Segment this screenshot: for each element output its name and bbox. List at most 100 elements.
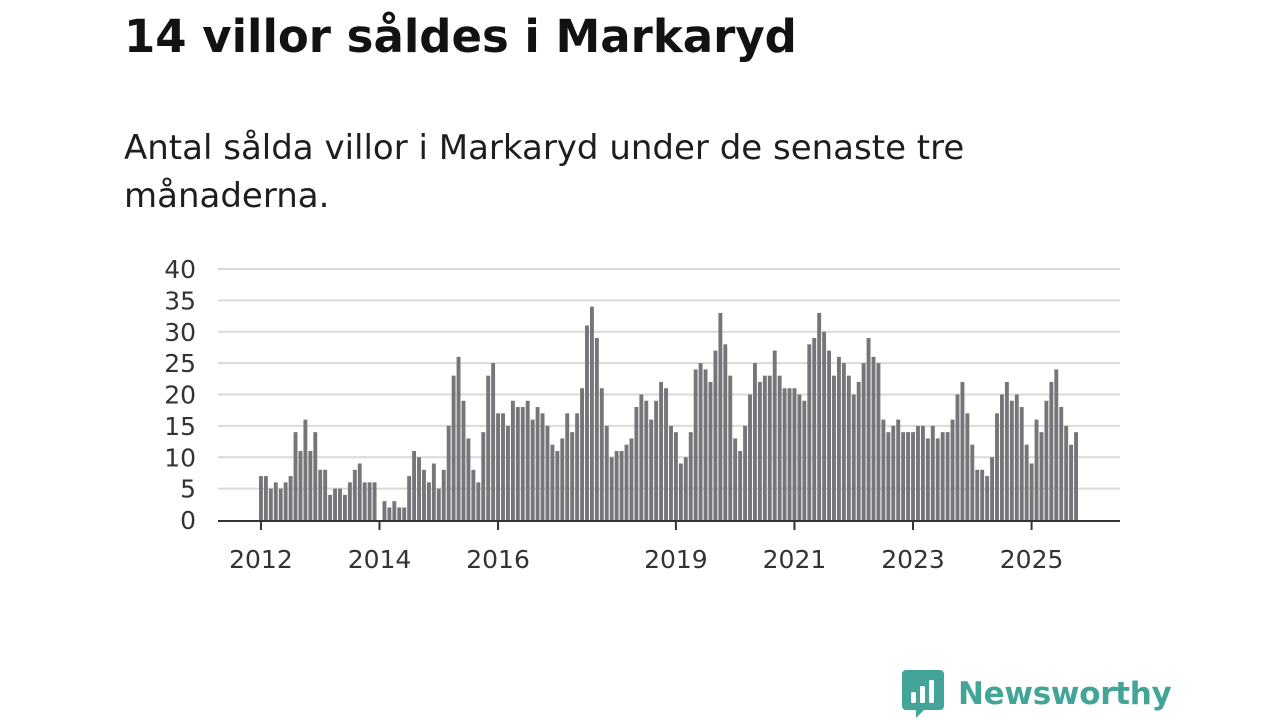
bar: 2022-03: 25	[861, 363, 866, 521]
bar: 2025-05: 22	[1049, 381, 1054, 520]
bar: 2021-11: 25	[841, 363, 846, 521]
bar: 2025-02: 16	[1034, 419, 1039, 520]
bar: 2022-07: 16	[881, 419, 886, 520]
bar: 2014-10: 8	[422, 469, 426, 520]
bar: 2016-03: 15	[506, 425, 510, 521]
bar: 2016-09: 18	[535, 407, 540, 520]
bar: 2014-04: 3	[392, 501, 397, 520]
bar: 2022-04: 29	[866, 338, 871, 520]
bar: 2020-07: 23	[762, 375, 767, 520]
bar: 2014-03: 2	[387, 507, 392, 520]
bar: 2020-06: 22	[757, 381, 762, 520]
bar: 2016-02: 17	[501, 413, 505, 520]
bar: 2015-03: 15	[446, 425, 451, 521]
bar: 2022-09: 15	[891, 425, 896, 521]
bar: 2013-07: 6	[347, 482, 352, 520]
bar: 2012-06: 6	[283, 482, 288, 520]
bar: 2014-06: 2	[402, 507, 407, 520]
bar: 2017-05: 17	[575, 413, 580, 520]
bar: 2016-11: 15	[545, 425, 550, 521]
bar: 2015-10: 14	[481, 432, 486, 520]
bar: 2016-05: 18	[515, 407, 520, 520]
value-annotation: 14	[1070, 0, 1099, 6]
bar: 2018-10: 22	[659, 381, 664, 520]
bar: 2019-01: 14	[673, 432, 678, 520]
newsworthy-logo-icon	[902, 670, 944, 718]
bar: 2014-09: 10	[417, 457, 421, 520]
y-tick-label: 15	[164, 412, 196, 441]
bar: 2023-03: 15	[920, 425, 925, 521]
bar: 2015-02: 8	[441, 469, 446, 520]
bar: 2016-10: 17	[540, 413, 545, 520]
bar: 2012-11: 11	[308, 450, 313, 520]
x-tick-label: 2014	[348, 545, 412, 574]
newsworthy-logo[interactable]: Newsworthy	[902, 670, 1172, 718]
page-title: 14 villor såldes i Markaryd	[124, 10, 797, 63]
bar: 2012-07: 7	[288, 476, 293, 520]
y-tick-label: 10	[164, 443, 196, 472]
bar: 2015-07: 13	[466, 438, 471, 520]
bar: 2015-12: 25	[491, 363, 496, 521]
bar: 2025-04: 19	[1044, 400, 1049, 520]
bar: 2022-02: 22	[856, 381, 861, 520]
bar: 2018-08: 16	[649, 419, 654, 520]
bar: 2019-11: 28	[723, 344, 728, 520]
x-tick-label: 2021	[763, 545, 827, 574]
bar: 2023-04: 13	[925, 438, 930, 520]
bar: 2020-08: 23	[767, 375, 772, 520]
bar: 2014-12: 9	[431, 463, 436, 520]
bar: 2022-12: 14	[906, 432, 911, 520]
bar: 2025-08: 15	[1064, 425, 1069, 521]
bar: 2013-03: 4	[328, 494, 333, 520]
bar: 2013-04: 5	[333, 488, 337, 521]
bar: 2014-08: 11	[412, 450, 417, 520]
bar: 2013-11: 6	[367, 482, 372, 520]
bar: 2018-12: 15	[669, 425, 673, 521]
bar: 2025-06: 24	[1054, 369, 1059, 520]
bar: 2019-07: 24	[703, 369, 708, 520]
bar: 2019-04: 14	[688, 432, 693, 520]
bar: 2023-11: 22	[960, 381, 965, 520]
bar: 2020-11: 21	[782, 388, 787, 520]
bar: 2024-03: 8	[980, 469, 985, 520]
bar: 2023-12: 17	[965, 413, 970, 520]
bar: 2023-09: 16	[950, 419, 955, 520]
bar: 2012-05: 5	[278, 488, 283, 521]
bar: 2017-06: 21	[580, 388, 584, 520]
bar: 2020-05: 25	[753, 363, 757, 521]
brand-name: Newsworthy	[958, 676, 1172, 712]
bar: 2017-12: 10	[609, 457, 614, 520]
bar: 2025-03: 14	[1039, 432, 1044, 520]
bar: 2024-08: 22	[1004, 381, 1009, 520]
bar: 2015-05: 26	[456, 356, 461, 520]
bar: 2014-02: 3	[382, 501, 387, 520]
bar: 2014-05: 2	[397, 507, 402, 520]
bar: 2018-02: 11	[619, 450, 624, 520]
y-tick-label: 25	[164, 349, 196, 378]
x-tick-label: 2016	[466, 545, 530, 574]
bar: 2017-04: 14	[570, 432, 575, 520]
bar: 2017-07: 31	[585, 325, 589, 520]
x-tick-label: 2012	[229, 545, 293, 574]
bar: 2022-01: 20	[851, 394, 856, 520]
bar: 2024-05: 10	[990, 457, 995, 520]
bar: 2024-02: 8	[975, 469, 980, 520]
bar: 2025-09: 12	[1069, 444, 1074, 520]
bar: 2017-08: 34	[589, 306, 594, 520]
bar: 2019-03: 10	[683, 457, 688, 520]
bar: 2014-11: 6	[426, 482, 431, 520]
bar: 2020-10: 23	[777, 375, 782, 520]
bar: 2021-02: 20	[797, 394, 802, 520]
bar: 2021-09: 23	[832, 375, 836, 520]
bar: 2015-01: 5	[436, 488, 441, 521]
bar: 2021-05: 29	[812, 338, 817, 520]
bar: 2023-06: 13	[935, 438, 940, 520]
bar: 2020-09: 27	[772, 350, 777, 520]
bar: 2021-06: 33	[817, 312, 822, 520]
bar: 2022-06: 25	[876, 363, 881, 521]
bar: 2019-10: 33	[718, 312, 723, 520]
bar: 2024-09: 19	[1009, 400, 1014, 520]
bar: 2012-12: 14	[313, 432, 318, 520]
bar: 2016-08: 16	[530, 419, 535, 520]
bar: 2012-01: 7	[259, 476, 263, 520]
